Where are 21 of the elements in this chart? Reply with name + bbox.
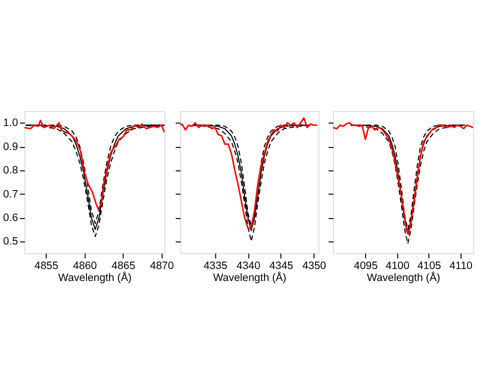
- x-tick-label: 4105: [417, 260, 442, 272]
- x-tick-label: 4100: [386, 260, 410, 272]
- x-tick-label: 4335: [204, 260, 228, 272]
- y-tick-label: 0.6: [3, 212, 18, 224]
- x-tick-label: 4110: [449, 260, 473, 272]
- y-tick-label: 0.7: [3, 188, 18, 200]
- x-tick-label: 4340: [236, 260, 260, 272]
- y-tick-label: 0.5: [3, 236, 18, 248]
- x-tick-label: 4860: [73, 260, 97, 272]
- x-tick-label: 4870: [150, 260, 174, 272]
- y-tick-label: 1.0: [3, 117, 18, 130]
- x-axis-title: Wavelength (Å): [366, 270, 440, 284]
- y-tick-label: 0.9: [3, 140, 18, 153]
- x-tick-label: 4855: [34, 260, 58, 272]
- x-axis-title: Wavelength (Å): [213, 270, 286, 284]
- x-tick-label: 4095: [354, 260, 378, 272]
- x-tick-label: 4345: [269, 260, 294, 272]
- x-tick-label: 4350: [302, 260, 326, 272]
- x-tick-label: 4865: [112, 260, 136, 272]
- y-tick-label: 0.8: [3, 164, 18, 177]
- x-axis-title: Wavelength (Å): [58, 270, 132, 284]
